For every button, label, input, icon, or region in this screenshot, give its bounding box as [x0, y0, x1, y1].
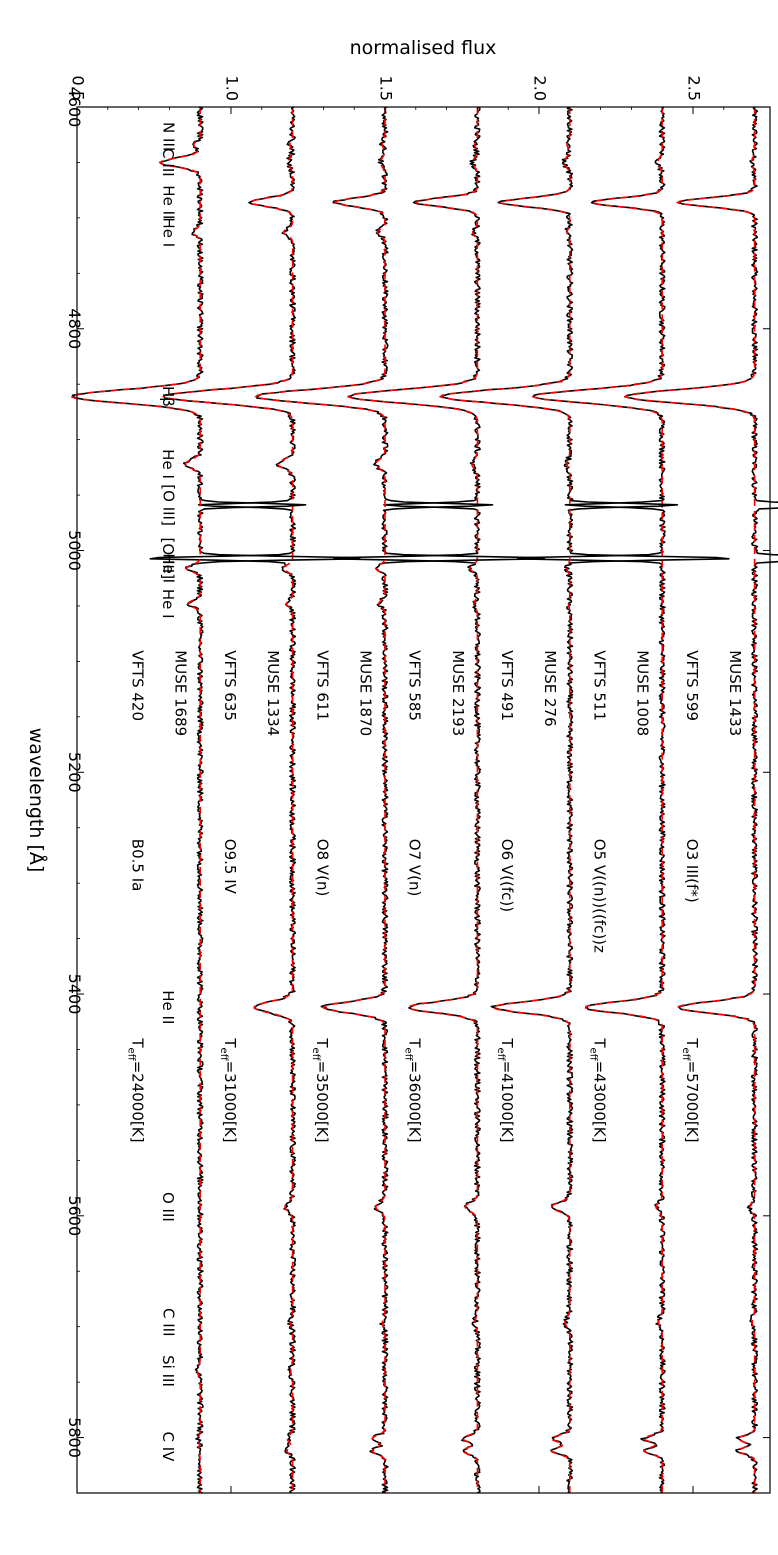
teff-label: Teff=36000[K] — [403, 1037, 424, 1142]
line-id-label: C III — [159, 148, 177, 177]
flux-tick-label: 0.5 — [69, 76, 88, 101]
teff-label: Teff=35000[K] — [310, 1037, 331, 1142]
spectral-type-label: O8 V(n) — [313, 839, 331, 897]
model-spectrum — [69, 107, 201, 1493]
line-id-label: He II — [159, 185, 177, 219]
line-id-label: C IV — [159, 1431, 177, 1462]
axis-ticks: 0.5 1.0 1.5 2.0 2.5 4600 4800 5000 5200 5400 5600 5… — [65, 76, 770, 1493]
line-id-label: C III — [159, 1308, 177, 1337]
line-id-label: He I — [159, 217, 177, 247]
line-id-label: Si III — [159, 1355, 177, 1387]
teff-label: Teff=41000[K] — [495, 1037, 516, 1142]
model-spectrum — [623, 107, 756, 1493]
wavelength-tick-label: 5000 — [65, 530, 84, 571]
muse-id-label: MUSE 1870 — [356, 650, 374, 736]
wavelength-tick-label: 4600 — [65, 87, 84, 128]
model-spectrum — [439, 107, 571, 1493]
flux-tick-label: 2.0 — [531, 76, 550, 101]
line-id-label: O III — [159, 1192, 177, 1222]
observed-spectrum — [439, 106, 730, 1494]
line-id-label: Hβ — [159, 386, 177, 407]
line-id-label: He II — [159, 990, 177, 1024]
line-id-label: [O III] — [159, 538, 177, 580]
muse-id-label: MUSE 1689 — [172, 650, 190, 736]
plot-frame — [76, 106, 771, 1494]
vfts-id-label: VFTS 611 — [313, 650, 331, 721]
spectral-type-label: O6 V((fc)) — [498, 839, 516, 912]
muse-id-label: MUSE 2193 — [449, 650, 467, 736]
teff-label: Teff=57000[K] — [680, 1037, 701, 1142]
observed-spectrum — [516, 106, 666, 1494]
flux-tick-label: 2.5 — [685, 76, 704, 101]
model-spectrum — [531, 107, 663, 1493]
muse-id-label: MUSE 1008 — [634, 650, 652, 736]
vfts-id-label: VFTS 599 — [683, 650, 701, 721]
spectral-type-label: O5 V((n))((fc))z — [590, 839, 608, 953]
observed-spectrum — [256, 106, 546, 1494]
vfts-id-label: VFTS 585 — [406, 650, 424, 721]
model-spectrum — [254, 107, 386, 1493]
flux-tick-label: 1.5 — [377, 76, 396, 101]
vfts-id-label: VFTS 491 — [498, 650, 516, 721]
flux-axis-label: normalised flux — [350, 37, 497, 59]
wavelength-tick-label: 5600 — [65, 1195, 84, 1236]
vfts-id-label: VFTS 635 — [221, 650, 239, 721]
teff-label: Teff=43000[K] — [587, 1037, 608, 1142]
wavelength-tick-label: 5800 — [65, 1417, 84, 1458]
observed-spectrum — [71, 106, 361, 1494]
vfts-id-label: VFTS 511 — [590, 650, 608, 721]
muse-id-label: MUSE 276 — [541, 650, 559, 726]
observed-spectrum — [332, 106, 481, 1494]
spectral-type-label: B0.5 Ia — [128, 839, 146, 892]
vfts-id-label: VFTS 420 — [128, 650, 146, 721]
spectral-type-label: O9.5 IV — [221, 839, 239, 895]
muse-id-label: MUSE 1433 — [726, 650, 744, 736]
line-id-label: He I — [159, 589, 177, 619]
line-id-label: He I — [159, 553, 177, 583]
spectral-type-label: O7 V(n) — [406, 839, 424, 897]
muse-id-label: MUSE 1334 — [264, 650, 282, 736]
wavelength-axis-label: wavelength [Å] — [25, 728, 48, 873]
wavelength-tick-label: 5200 — [65, 752, 84, 793]
observed-spectrum — [149, 106, 297, 1494]
wavelength-tick-label: 5400 — [65, 974, 84, 1015]
teff-label: Teff=31000[K] — [218, 1037, 239, 1142]
model-spectrum — [161, 107, 294, 1493]
line-id-label: N III — [159, 122, 177, 151]
plot-area — [69, 106, 778, 1494]
teff-label: Teff=24000[K] — [125, 1037, 146, 1142]
wavelength-tick-label: 4800 — [65, 308, 84, 349]
line-id-label: [O III] — [159, 484, 177, 526]
model-spectrum — [346, 107, 479, 1493]
line-id-label: He I — [159, 449, 177, 479]
spectral-type-label: O3 III(f*) — [683, 839, 701, 903]
flux-tick-label: 1.0 — [223, 76, 242, 101]
